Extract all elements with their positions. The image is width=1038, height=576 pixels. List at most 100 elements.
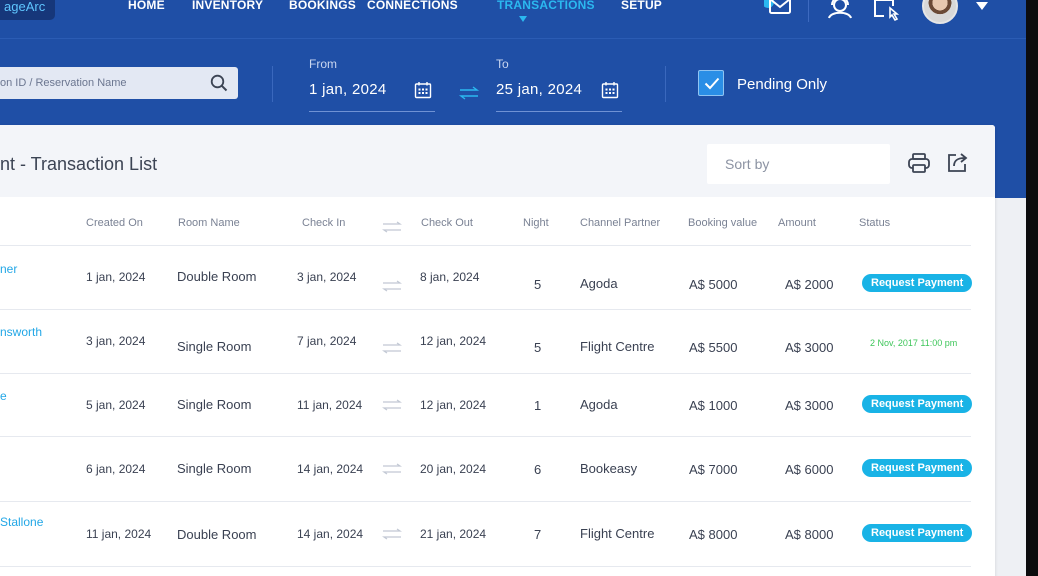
- chevron-down-icon[interactable]: [976, 2, 988, 10]
- header-amount[interactable]: Amount: [778, 217, 816, 229]
- nav-divider: [0, 38, 1026, 39]
- user-support-icon[interactable]: [826, 0, 854, 25]
- amount: A$ 8000: [785, 527, 834, 542]
- row-divider: [0, 245, 971, 246]
- request-payment-button[interactable]: Request Payment: [862, 459, 973, 477]
- page-title: nt - Transaction List: [0, 154, 158, 174]
- swap-arrows-icon: [381, 279, 403, 297]
- check-out: 21 jan, 2024: [420, 527, 487, 541]
- check-in: 11 jan, 2024: [297, 398, 363, 412]
- row-divider: [0, 566, 971, 567]
- room-name: Double Room: [177, 527, 257, 542]
- check-in: 14 jan, 2024: [297, 527, 364, 541]
- from-label: From: [309, 57, 337, 71]
- check-out: 20 jan, 2024: [420, 462, 487, 476]
- check-out: 12 jan, 2024: [420, 398, 487, 412]
- created-on: 6 jan, 2024: [86, 462, 146, 476]
- amount: A$ 2000: [785, 277, 834, 292]
- filter-divider: [665, 66, 666, 102]
- check-in: 7 jan, 2024: [297, 334, 357, 348]
- guest-name[interactable]: ner: [0, 262, 18, 276]
- swap-arrows-icon: [381, 398, 403, 416]
- export-icon[interactable]: [946, 151, 970, 178]
- night-count: 6: [534, 462, 542, 477]
- channel-partner: Flight Centre: [580, 526, 655, 541]
- night-count: 1: [534, 398, 542, 413]
- channel-partner: Flight Centre: [580, 339, 655, 354]
- header-check-in[interactable]: Check In: [302, 217, 346, 229]
- from-date-underline: [309, 111, 435, 112]
- channel-partner: Bookeasy: [580, 461, 638, 476]
- booking-value: A$ 1000: [689, 398, 738, 413]
- amount: A$ 6000: [785, 462, 834, 477]
- guest-name[interactable]: nsworth: [0, 325, 43, 339]
- check-out: 8 jan, 2024: [420, 270, 480, 284]
- check-in: 14 jan, 2024: [297, 462, 364, 476]
- header-channel-partner[interactable]: Channel Partner: [580, 217, 661, 229]
- night-count: 7: [534, 527, 542, 542]
- swap-arrows-icon: [458, 86, 480, 105]
- guest-name[interactable]: Stallone: [0, 515, 44, 529]
- nav-transactions[interactable]: TRANSACTIONS: [497, 0, 595, 12]
- room-name: Single Room: [177, 339, 252, 354]
- row-divider: [0, 309, 971, 310]
- swap-arrows-icon: [381, 527, 403, 545]
- header-status[interactable]: Status: [859, 217, 891, 229]
- to-label: To: [496, 57, 509, 71]
- from-date-value[interactable]: 1 jan, 2024: [309, 81, 387, 98]
- room-name: Single Room: [177, 461, 252, 476]
- to-date-value[interactable]: 25 jan, 2024: [496, 81, 583, 98]
- calendar-icon[interactable]: [414, 81, 432, 104]
- row-divider: [0, 436, 971, 437]
- row-divider: [0, 501, 971, 502]
- pending-only-checkbox[interactable]: [698, 70, 724, 96]
- night-count: 5: [534, 340, 542, 355]
- nav-setup[interactable]: SETUP: [621, 0, 663, 12]
- touch-screen-icon[interactable]: [872, 0, 902, 27]
- mail-icon[interactable]: [762, 0, 794, 23]
- active-nav-indicator: [519, 16, 527, 22]
- booking-value: A$ 8000: [689, 527, 738, 542]
- guest-name[interactable]: e: [0, 389, 7, 403]
- sort-input[interactable]: [707, 144, 890, 184]
- app-logo[interactable]: ageArc: [0, 0, 56, 20]
- request-payment-button[interactable]: Request Payment: [862, 395, 973, 413]
- channel-partner: Agoda: [580, 397, 618, 412]
- night-count: 5: [534, 277, 542, 292]
- created-on: 1 jan, 2024: [86, 270, 146, 284]
- search-icon[interactable]: [210, 74, 228, 97]
- request-payment-button[interactable]: Request Payment: [862, 524, 973, 542]
- nav-bookings[interactable]: BOOKINGS: [289, 0, 356, 12]
- check-in: 3 jan, 2024: [297, 270, 357, 284]
- nav-home[interactable]: HOME: [128, 0, 165, 12]
- header-night[interactable]: Night: [523, 217, 549, 229]
- booking-value: A$ 7000: [689, 462, 738, 477]
- nav-inventory[interactable]: INVENTORY: [192, 0, 264, 12]
- payment-timestamp: 2 Nov, 2017 11:00 pm: [870, 338, 958, 348]
- swap-arrows-icon: [381, 220, 403, 238]
- nav-icon-separator: [808, 0, 809, 22]
- created-on: 5 jan, 2024: [86, 398, 146, 412]
- transaction-card: [0, 125, 995, 576]
- to-date-underline: [496, 111, 622, 112]
- swap-arrows-icon: [381, 341, 403, 359]
- amount: A$ 3000: [785, 398, 834, 413]
- pending-only-label[interactable]: Pending Only: [737, 76, 828, 93]
- row-divider: [0, 373, 971, 374]
- calendar-icon[interactable]: [601, 81, 619, 104]
- created-on: 3 jan, 2024: [86, 334, 146, 348]
- swap-arrows-icon: [381, 462, 403, 480]
- request-payment-button[interactable]: Request Payment: [862, 274, 973, 292]
- amount: A$ 3000: [785, 340, 834, 355]
- header-booking-value[interactable]: Booking value: [688, 217, 758, 229]
- header-room-name[interactable]: Room Name: [178, 217, 240, 229]
- booking-value: A$ 5500: [689, 340, 738, 355]
- header-check-out[interactable]: Check Out: [421, 217, 473, 229]
- created-on: 11 jan, 2024: [86, 527, 152, 541]
- check-out: 12 jan, 2024: [420, 334, 487, 348]
- print-icon[interactable]: [907, 152, 931, 179]
- search-input[interactable]: [0, 67, 190, 99]
- header-created-on[interactable]: Created On: [86, 217, 143, 229]
- sort-box: [707, 144, 890, 184]
- nav-connections[interactable]: CONNECTIONS: [367, 0, 458, 12]
